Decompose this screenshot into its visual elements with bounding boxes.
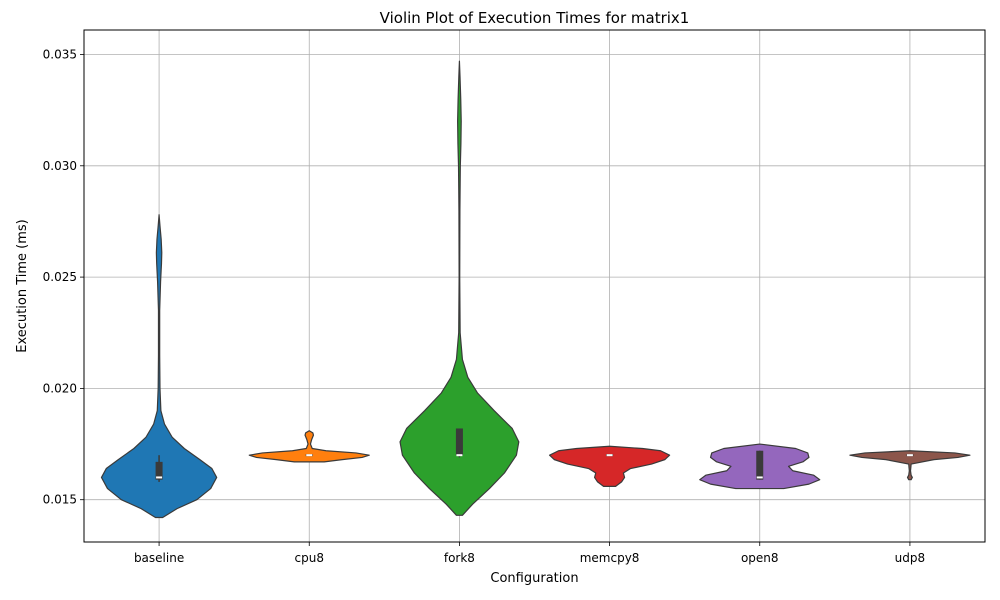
y-tick-label: 0.035 xyxy=(43,47,77,61)
violin-udp8 xyxy=(849,450,971,481)
violin-cpu8 xyxy=(248,430,370,463)
chart-title: Violin Plot of Execution Times for matri… xyxy=(380,9,690,27)
iqr-box-baseline xyxy=(155,461,163,480)
violin-baseline xyxy=(100,214,218,519)
y-axis-label: Execution Time (ms) xyxy=(15,219,30,352)
plot-frame xyxy=(83,29,986,543)
y-tick-label: 0.020 xyxy=(43,381,77,395)
violins-layer xyxy=(100,60,971,519)
x-tick-label-cpu8: cpu8 xyxy=(295,551,324,565)
violin-fork8 xyxy=(399,60,520,516)
iqr-box-fork8 xyxy=(455,428,463,456)
iqr-box-open8 xyxy=(756,450,764,480)
axes-layer: 0.015 0.020 0.025 0.030 0.035 baseline cpu8 for… xyxy=(43,47,926,565)
y-tick-label: 0.015 xyxy=(43,493,77,507)
x-tick-label-udp8: udp8 xyxy=(895,551,925,565)
x-axis-label: Configuration xyxy=(490,571,578,586)
y-tick-label: 0.025 xyxy=(43,270,77,284)
y-tick-label: 0.030 xyxy=(43,159,77,173)
x-tick-label-open8: open8 xyxy=(741,551,779,565)
x-tick-label-fork8: fork8 xyxy=(444,551,475,565)
x-tick-label-memcpy8: memcpy8 xyxy=(580,551,640,565)
x-tick-label-baseline: baseline xyxy=(134,551,184,565)
grid-layer xyxy=(84,30,985,542)
violin-memcpy8 xyxy=(548,445,671,487)
